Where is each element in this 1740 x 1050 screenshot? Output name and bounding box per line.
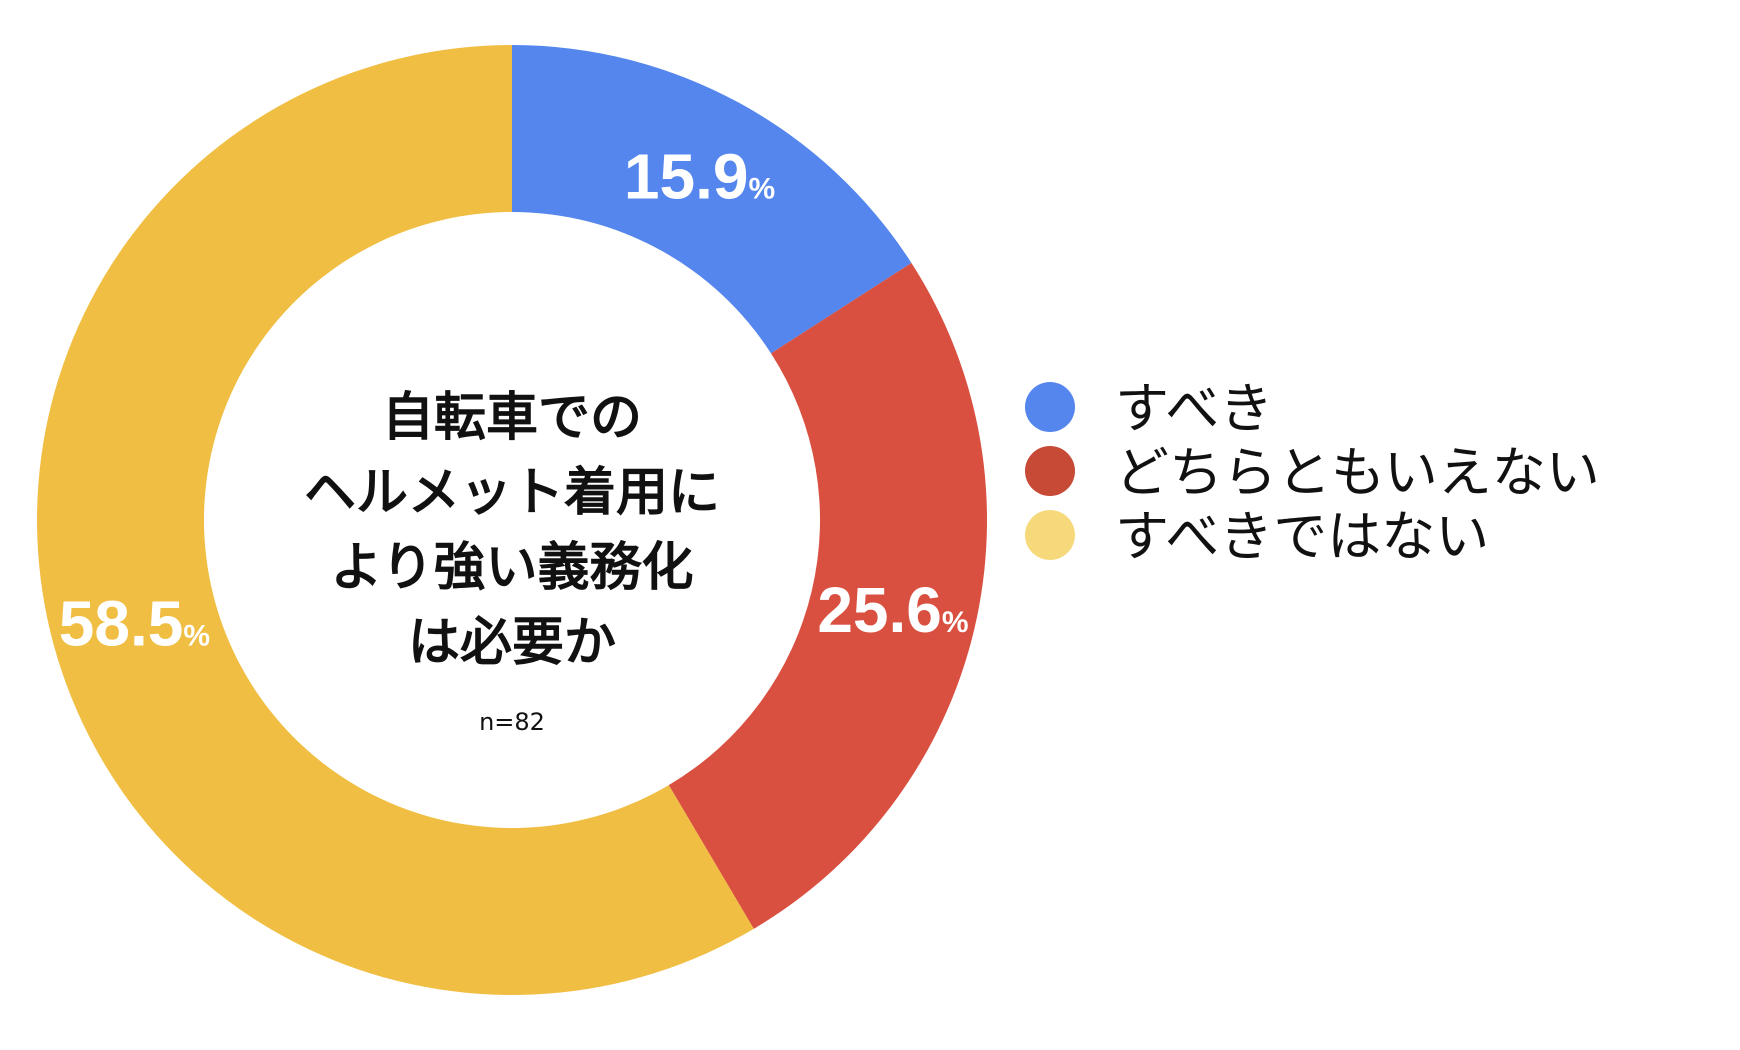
slice-value-label-2: 25.6% <box>817 574 968 646</box>
donut-slice-3 <box>36 45 754 995</box>
center-title-line-1: 自転車での <box>382 388 642 448</box>
center-caption: 自転車での ヘルメット着用に より強い義務化 は必要か n=82 <box>304 388 720 736</box>
legend-label-1: すべき <box>1115 377 1273 440</box>
donut-slices <box>36 45 987 995</box>
center-title-line-4: は必要か <box>408 613 616 673</box>
legend-label-2: どちらともいえない <box>1115 441 1600 504</box>
slice-value-label-1: 15.9% <box>624 140 775 212</box>
sample-size-note: n=82 <box>479 708 545 736</box>
legend-swatch-1 <box>1025 382 1075 432</box>
slice-value-label-3: 58.5% <box>59 587 210 659</box>
center-title-line-3: より強い義務化 <box>331 538 694 598</box>
donut-slice-1 <box>512 45 912 354</box>
center-title-line-2: ヘルメット着用に <box>304 463 720 523</box>
legend-label-3: すべきではない <box>1115 505 1489 568</box>
slice-labels: 15.9% 25.6% 58.5% <box>59 140 969 659</box>
legend-swatch-2 <box>1025 446 1075 496</box>
legend-swatch-3 <box>1025 510 1075 560</box>
donut-slice-2 <box>668 262 987 929</box>
